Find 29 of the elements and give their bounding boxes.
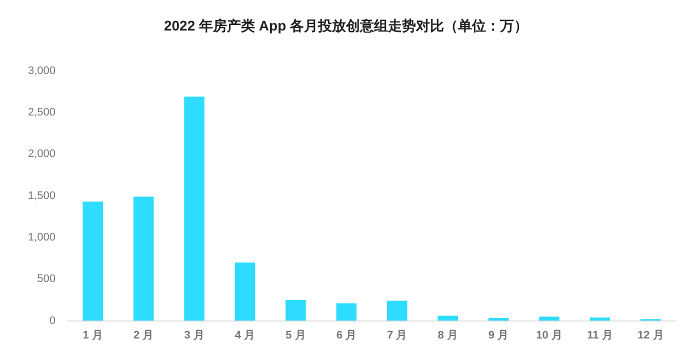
x-tick-label: 4 月 — [234, 329, 256, 342]
y-tick-label: 1,500 — [28, 190, 56, 202]
x-tick-label: 6 月 — [336, 329, 357, 342]
y-tick-label: 0 — [49, 314, 56, 327]
y-tick-label: 500 — [37, 273, 56, 286]
x-tick-label: 9 月 — [488, 329, 509, 342]
x-tick-label: 10 月 — [536, 329, 562, 342]
chart-title: 2022 年房产类 App 各月投放创意组走势对比（单位：万） — [164, 17, 528, 34]
x-tick-label: 7 月 — [387, 329, 408, 342]
x-tick-label: 5 月 — [286, 329, 306, 342]
bar — [438, 316, 458, 321]
x-tick-label: 12 月 — [638, 329, 664, 342]
bar — [234, 262, 256, 321]
y-tick-label: 3,000 — [28, 64, 56, 77]
x-tick-label: 3 月 — [184, 329, 204, 342]
y-tick-label: 2,000 — [28, 148, 56, 160]
bar — [286, 300, 306, 321]
bar — [539, 316, 560, 321]
x-tick-label: 11 月 — [587, 329, 613, 342]
y-tick-label: 1,000 — [28, 232, 56, 244]
bar — [133, 196, 154, 321]
x-tick-label: 2 月 — [133, 329, 154, 342]
bar — [336, 303, 357, 321]
bar — [386, 300, 408, 321]
y-tick-label: 2,500 — [28, 106, 56, 118]
bar — [184, 96, 204, 321]
x-tick-label: 8 月 — [438, 329, 458, 342]
x-tick-label: 1 月 — [82, 329, 103, 342]
bar — [82, 202, 104, 321]
